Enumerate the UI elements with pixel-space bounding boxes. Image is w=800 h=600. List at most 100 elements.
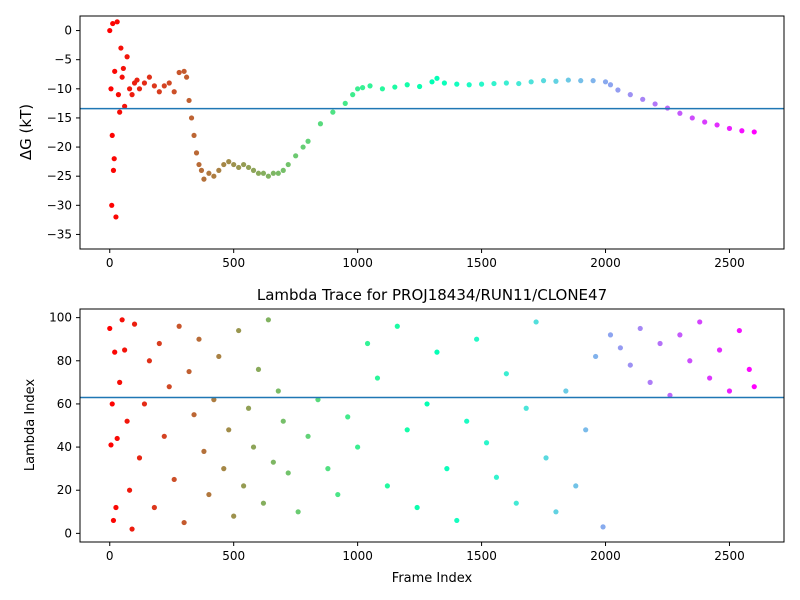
lambda-point [736, 327, 742, 334]
lambda-point [414, 504, 420, 511]
lambda-point [181, 519, 187, 526]
free-energy-point [171, 89, 177, 95]
free-energy-point [115, 92, 122, 98]
lambda-point [110, 517, 117, 524]
free-energy-point [367, 83, 373, 89]
lambda-point [191, 412, 197, 418]
lambda-y-tick-label: 0 [64, 526, 72, 540]
lambda-y-tick-label: 100 [49, 311, 72, 325]
free-energy-point [392, 84, 398, 90]
lambda-point [384, 483, 390, 489]
lambda-point [523, 405, 529, 411]
free-energy-point [275, 170, 281, 176]
lambda-x-tick-label: 0 [106, 549, 114, 563]
free-energy-point [404, 82, 410, 88]
free-energy-point [110, 20, 116, 27]
free-energy-point [117, 109, 123, 115]
lambda-point [285, 470, 291, 476]
free-energy-point [236, 164, 242, 171]
lambda-point [109, 401, 115, 407]
lambda-point [513, 500, 519, 506]
lambda-point [171, 476, 177, 483]
free-energy-point [317, 121, 324, 127]
lambda-point [186, 368, 192, 375]
free-energy-point [417, 83, 423, 90]
free-energy-panel: 0 500 1000 1500 2000 2500 0 −5 −10 −15 −20 −25 −30 −… [17, 15, 785, 270]
lambda-point [434, 349, 440, 355]
free-energy-point [255, 170, 262, 176]
lambda-x-tick-label: 500 [222, 549, 245, 563]
lambda-point [108, 442, 114, 448]
free-energy-point [113, 214, 119, 220]
lambda-point [533, 319, 539, 325]
free-energy-point [528, 79, 534, 85]
lambda-point [697, 319, 703, 325]
lambda-point [119, 317, 125, 323]
free-energy-point [188, 115, 195, 121]
lambda-point [176, 323, 182, 329]
free-energy-point [109, 132, 115, 139]
lambda-point [657, 340, 663, 347]
lambda-x-tick-label: 1500 [466, 549, 497, 563]
lambda-point [325, 466, 331, 472]
lambda-point [335, 491, 341, 498]
free-energy-point [196, 161, 202, 168]
free-energy-point [226, 159, 232, 165]
lambda-x-tick-label: 2000 [590, 549, 621, 563]
free-energy-point [359, 85, 366, 91]
free-energy-point [111, 156, 117, 162]
lambda-point [260, 500, 267, 506]
lambda-point [270, 459, 276, 465]
lambda-point [221, 466, 227, 472]
free-energy-point [293, 153, 299, 159]
free-energy-point [250, 167, 257, 173]
free-energy-point [270, 170, 276, 176]
free-energy-y-tick-label: −25 [47, 169, 72, 183]
free-energy-x-tick-label: 2000 [590, 256, 621, 270]
lambda-point [454, 517, 460, 524]
free-energy-point [114, 19, 120, 25]
free-energy-y-tick-label: −20 [47, 140, 72, 154]
free-energy-point [379, 86, 386, 92]
lambda-point [607, 332, 614, 338]
free-energy-point [231, 161, 237, 168]
free-energy-point [120, 65, 126, 72]
free-energy-y-tick-label: −5 [54, 53, 72, 67]
lambda-point [364, 340, 371, 347]
free-energy-point [186, 97, 192, 104]
lambda-point [151, 504, 157, 511]
lambda-point [206, 491, 212, 498]
lambda-point [255, 366, 262, 373]
free-energy-point [122, 103, 128, 109]
lambda-point [241, 483, 247, 489]
lambda-chart-title: Lambda Trace for PROJ18434/RUN11/CLONE47 [257, 286, 607, 304]
lambda-point [647, 379, 653, 385]
lambda-point [226, 427, 232, 433]
free-energy-point [478, 81, 485, 87]
free-energy-point [141, 80, 148, 86]
lambda-point [394, 323, 400, 329]
lambda-x-ticks: 0 500 1000 1500 2000 2500 [106, 542, 745, 563]
free-energy-point [206, 170, 212, 176]
lambda-point [716, 347, 723, 353]
free-energy-point [118, 45, 124, 51]
lambda-point [573, 483, 579, 489]
free-energy-point [136, 86, 143, 92]
lambda-point [114, 435, 120, 442]
free-energy-point [491, 80, 497, 87]
lambda-point [404, 427, 410, 433]
lambda-y-tick-label: 40 [57, 440, 72, 454]
free-energy-point [193, 150, 200, 156]
lambda-point [156, 340, 162, 347]
lambda-plot-area [80, 309, 784, 542]
lambda-point [563, 388, 569, 394]
free-energy-y-tick-label: −30 [47, 198, 72, 212]
lambda-point [265, 317, 271, 323]
lambda-point [107, 325, 113, 332]
free-energy-point [516, 80, 522, 87]
free-energy-point [355, 86, 361, 92]
lambda-axes-frame [79, 308, 785, 543]
lambda-point [617, 345, 623, 351]
free-energy-point [714, 122, 720, 128]
free-energy-y-tick-label: −35 [47, 227, 72, 241]
